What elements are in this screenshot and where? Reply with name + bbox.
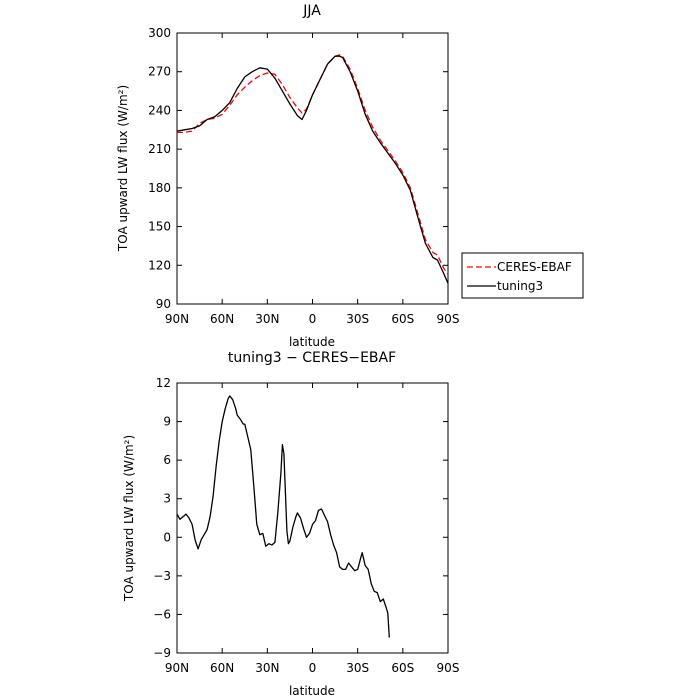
y-axis-label: TOA upward LW flux (W/m²): [116, 85, 130, 252]
plot-frame: [176, 32, 449, 305]
x-tick-label: 30S: [346, 312, 369, 326]
x-tick-label: 60S: [391, 661, 414, 675]
difference-panel: tuning3 − CERES−EBAF −9 −6 −3 0 3 6 9 12 90N 60N…: [122, 350, 459, 698]
series-line-ceres-ebaf: [177, 54, 449, 275]
y-axis: 90 120 150 180 210 240 270 300: [148, 26, 448, 311]
x-tick-label: 30S: [346, 661, 369, 675]
series-lines: [176, 395, 390, 638]
chart-title: JJA: [302, 3, 321, 19]
chart-title: tuning3 − CERES−EBAF: [228, 350, 396, 366]
y-tick-label: 180: [148, 181, 171, 195]
y-tick-label: 90: [156, 297, 171, 311]
y-tick-label: 3: [163, 492, 171, 506]
legend: CERES-EBAF tuning3: [461, 252, 584, 299]
series-line-tuning3: [176, 55, 449, 284]
y-tick-label: −6: [153, 607, 171, 621]
y-tick-label: 210: [148, 142, 171, 156]
y-axis: −9 −6 −3 0 3 6 9 12: [153, 376, 448, 660]
x-tick-label: 60N: [210, 312, 234, 326]
y-tick-label: 240: [148, 103, 171, 117]
y-tick-label: 270: [148, 65, 171, 79]
y-tick-label: 6: [163, 453, 171, 467]
series-lines: [176, 54, 449, 284]
y-tick-label: 150: [148, 220, 171, 234]
y-tick-label: 9: [163, 415, 171, 429]
series-line-difference: [176, 395, 390, 638]
x-tick-label: 90N: [165, 661, 189, 675]
flux-panel: JJA 90 120 150 180 210 240 270 300 90N 60N 30N 0 30…: [116, 3, 584, 349]
x-tick-label: 60S: [391, 312, 414, 326]
x-tick-label: 30N: [255, 312, 279, 326]
legend-box: [461, 252, 584, 299]
x-axis-label: latitude: [289, 684, 335, 698]
y-tick-label: 300: [148, 26, 171, 40]
y-tick-label: 12: [156, 376, 171, 390]
x-axis: 90N 60N 30N 0 30S 60S 90S: [165, 383, 460, 675]
x-axis: 90N 60N 30N 0 30S 60S 90S: [165, 33, 460, 326]
x-tick-label: 60N: [210, 661, 234, 675]
x-axis-label: latitude: [289, 335, 335, 349]
x-tick-label: 90S: [437, 661, 460, 675]
plot-frame: [176, 382, 449, 654]
y-tick-label: 120: [148, 258, 171, 272]
y-tick-label: −3: [153, 569, 171, 583]
y-axis-label: TOA upward LW flux (W/m²): [122, 435, 136, 602]
x-tick-label: 0: [309, 661, 317, 675]
x-tick-label: 30N: [255, 661, 279, 675]
x-tick-label: 90N: [165, 312, 189, 326]
y-tick-label: −9: [153, 646, 171, 660]
x-tick-label: 90S: [437, 312, 460, 326]
legend-label-ceres: CERES-EBAF: [497, 260, 572, 274]
x-tick-label: 0: [309, 312, 317, 326]
legend-label-tuning3: tuning3: [497, 279, 543, 293]
y-tick-label: 0: [163, 530, 171, 544]
